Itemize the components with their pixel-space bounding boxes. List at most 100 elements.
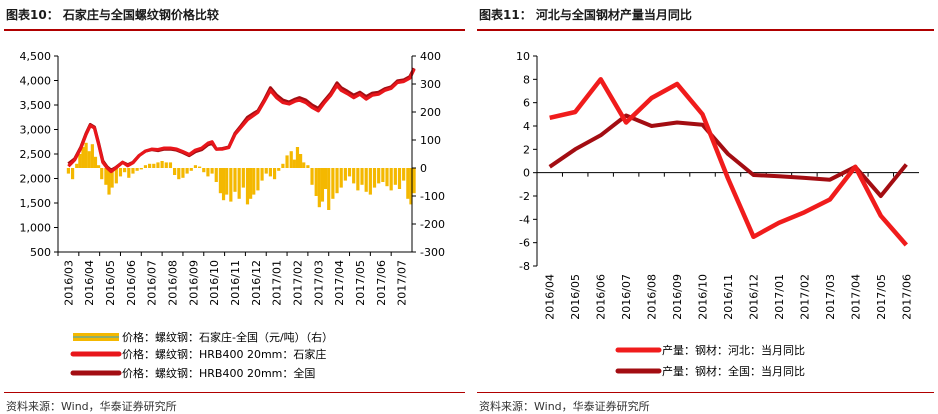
right-y-tick-label: -200: [420, 218, 445, 231]
x-tick-label: 2017/04: [333, 260, 346, 306]
diff-bar: [260, 168, 264, 181]
diff-bar: [295, 147, 300, 168]
diff-bar: [118, 168, 123, 177]
diff-bar: [233, 168, 237, 192]
x-tick-label: 2016/05: [569, 274, 582, 320]
diff-bar: [335, 168, 339, 194]
x-tick-label: 2017/06: [900, 274, 913, 320]
diff-bar: [356, 168, 360, 191]
diff-bar: [225, 168, 229, 195]
diff-bar: [218, 168, 223, 194]
national-yoy-line: [548, 113, 908, 198]
diff-bar: [160, 161, 164, 168]
hebei-yoy-line: [549, 77, 908, 247]
diff-bar: [249, 168, 253, 199]
legend-swatch-bar-line: [73, 336, 119, 338]
left-chart-source: 资料来源：Wind，华泰证券研究所: [6, 400, 177, 413]
diff-bar: [331, 168, 335, 199]
diff-bar: [381, 168, 385, 182]
y-tick-label: -4: [519, 213, 530, 226]
left-y-tick-label: 3,500: [20, 99, 52, 112]
x-tick-label: 2017/06: [375, 260, 388, 306]
diff-bar: [402, 168, 406, 181]
diff-bar: [198, 166, 202, 168]
diff-bar: [152, 163, 156, 168]
diff-bar: [323, 168, 328, 189]
diff-bar: [87, 151, 91, 168]
diff-bar: [339, 168, 343, 188]
right-y-tick-label: 0: [420, 162, 427, 175]
x-tick-label: 2017/02: [291, 260, 304, 306]
diff-bar: [110, 168, 114, 188]
diff-bar: [302, 162, 306, 168]
x-tick-label: 2017/05: [875, 274, 888, 320]
left-y-tick-label: 3,000: [20, 124, 52, 137]
right-y-tick-label: 300: [420, 78, 441, 91]
diff-bar: [377, 168, 381, 184]
diff-bar: [107, 168, 111, 195]
diff-bar: [385, 168, 389, 187]
diff-bar: [229, 168, 233, 202]
diff-bar: [214, 168, 218, 182]
x-tick-label: 2017/02: [798, 274, 811, 320]
x-tick-label: 2017/03: [824, 274, 837, 320]
x-tick-label: 2016/10: [697, 274, 710, 320]
legend-label: 价格：螺纹钢：石家庄-全国（元/吨）（右）: [122, 330, 333, 344]
diff-bar: [173, 168, 177, 175]
diff-bar: [202, 168, 206, 173]
right-title-divider: [477, 29, 934, 31]
x-tick-label: 2016/08: [167, 260, 180, 306]
diff-bar: [264, 168, 268, 174]
diff-bar: [272, 168, 277, 180]
x-tick-label: 2016/06: [125, 260, 138, 306]
diff-bar: [368, 168, 372, 195]
diff-bar: [75, 163, 79, 168]
x-tick-label: 2017/04: [849, 274, 862, 320]
diff-bar: [352, 168, 356, 184]
diff-bar: [245, 168, 250, 205]
left-title-divider: [4, 29, 465, 31]
left-source-divider: [4, 392, 465, 393]
y-tick-label: 6: [523, 97, 530, 110]
right-chart-source: 资料来源：Wind，华泰证券研究所: [479, 400, 650, 413]
x-tick-label: 2016/10: [208, 260, 221, 306]
diff-bar: [148, 163, 152, 168]
diff-bar: [104, 168, 108, 185]
left-chart-svg: 4,500 4,000 3,500 3,000 2,500 2,000 1,500 1,000…: [20, 50, 445, 380]
y-tick-label: -8: [519, 260, 530, 273]
x-tick-label: 2016/07: [146, 260, 159, 306]
diff-bar: [298, 154, 303, 168]
legend-label: 价格：螺纹钢：HRB400 20mm：石家庄: [122, 347, 326, 361]
right-y-tick-label: 400: [420, 50, 441, 63]
x-tick-label: 2016/04: [544, 274, 557, 320]
diff-bar: [135, 168, 139, 171]
diff-bar: [206, 168, 210, 177]
diff-bar: [131, 168, 135, 174]
diff-bar: [397, 168, 402, 189]
x-tick-label: 2016/11: [722, 274, 735, 320]
diff-bar: [185, 168, 189, 174]
x-tick-label: 2016/08: [646, 274, 659, 320]
x-tick-label: 2016/09: [671, 274, 684, 320]
diff-bar: [409, 168, 413, 205]
diff-bar: [168, 162, 173, 168]
right-source-divider: [477, 392, 934, 393]
diff-bar: [221, 168, 226, 201]
x-tick-label: 2016/11: [229, 260, 242, 306]
diff-bar: [412, 168, 416, 194]
diff-bar: [84, 142, 88, 168]
diff-bar: [164, 162, 168, 168]
diff-bar: [210, 168, 214, 174]
diff-bar: [100, 168, 104, 180]
left-y-tick-label: 4,500: [20, 50, 52, 63]
x-tick-label: 2016/07: [620, 274, 633, 320]
diff-bar: [123, 168, 127, 173]
diff-bar: [306, 165, 310, 168]
right-chart-svg: 10 8 6 4 2 0 -2 -4 -6 -8 2016/04 2016/05 2016/06 2016…: [516, 50, 919, 378]
diff-bar: [277, 168, 281, 171]
right-y-tick-label: 200: [420, 106, 441, 119]
x-tick-label: 2017/03: [312, 260, 325, 306]
y-tick-label: -6: [519, 237, 530, 250]
legend-label: 产量：钢材：全国：当月同比: [662, 364, 805, 378]
diff-bar: [90, 144, 94, 168]
